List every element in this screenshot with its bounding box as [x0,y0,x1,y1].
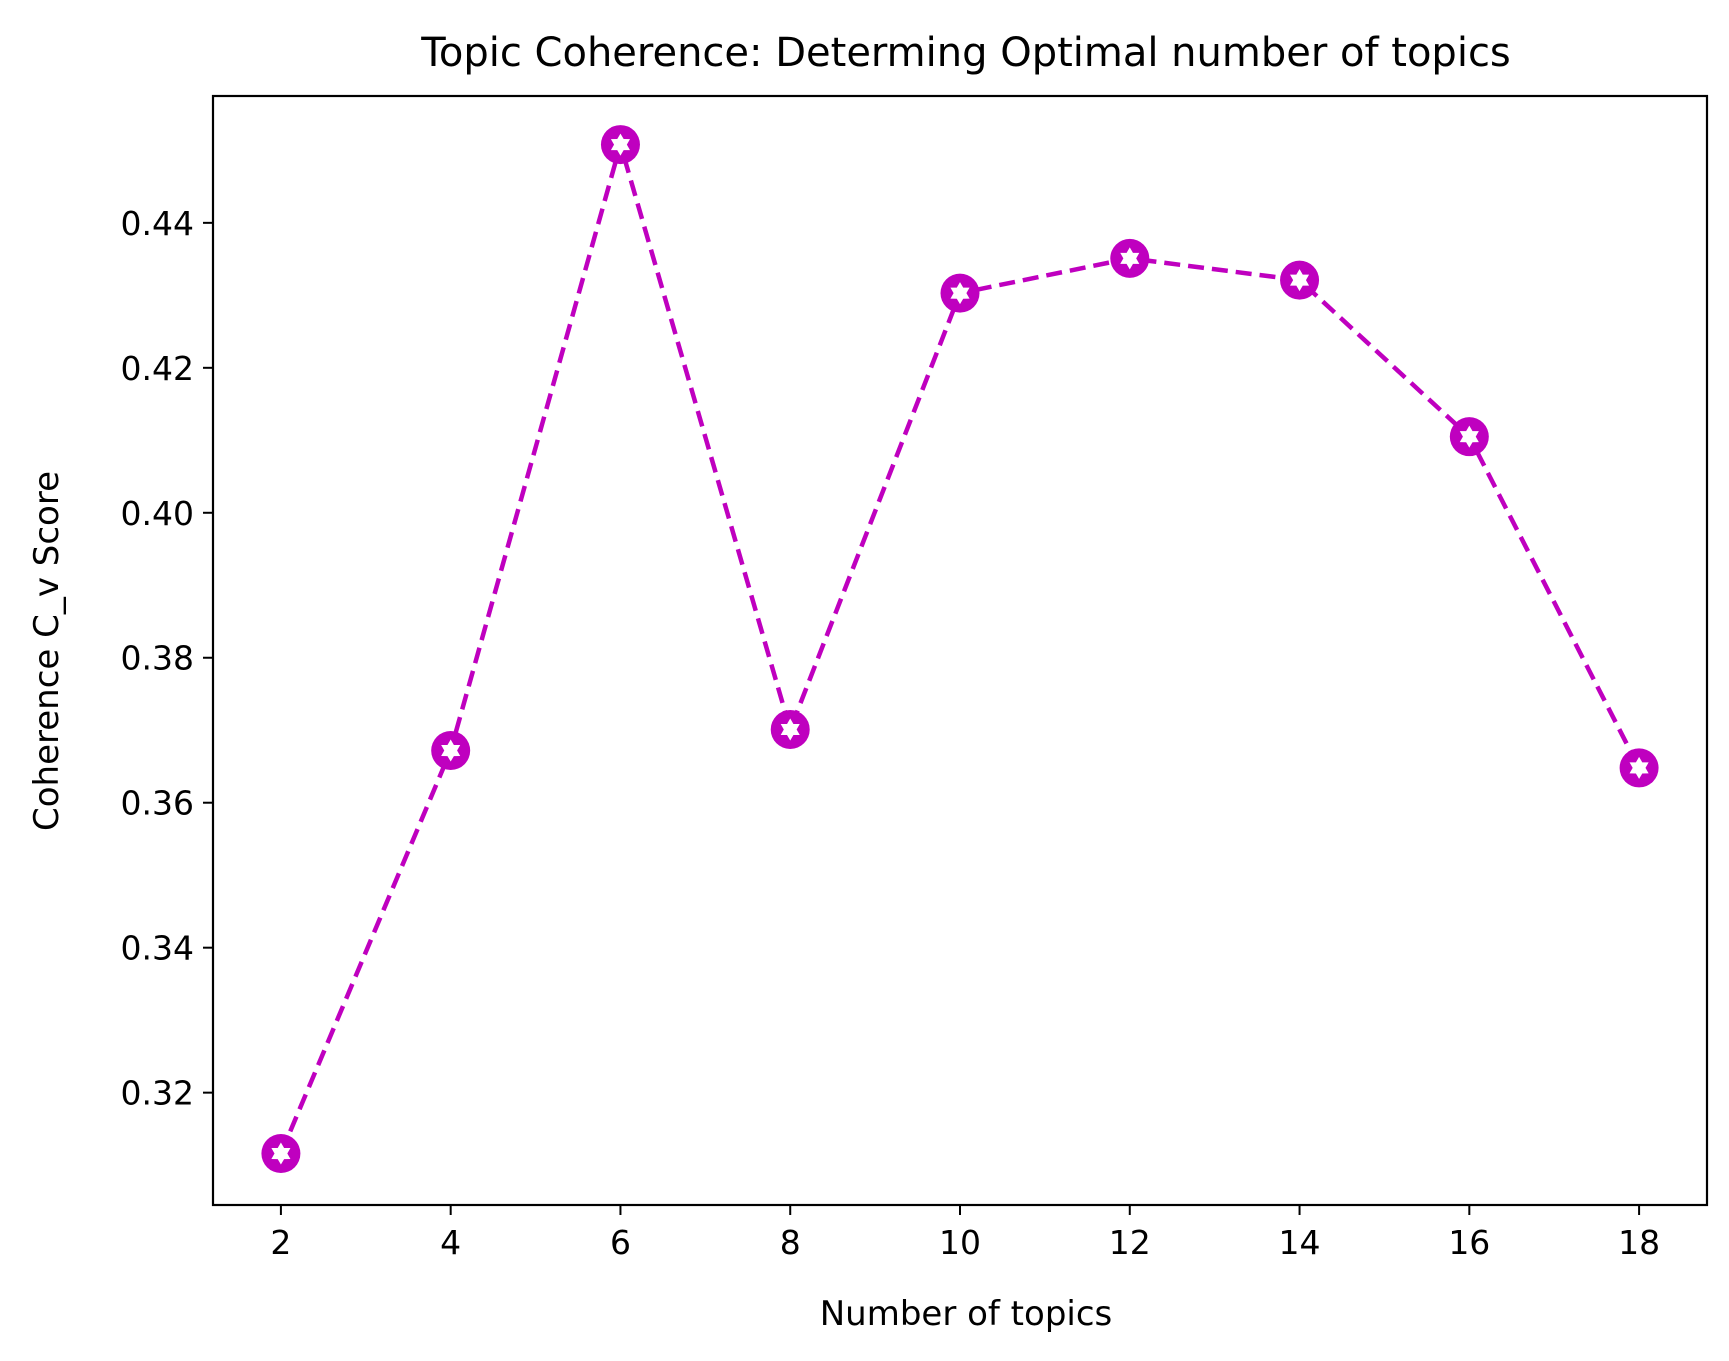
data-point [261,1134,301,1174]
x-axis-label: Number of topics [820,1294,1113,1334]
x-tick-label: 18 [1618,1223,1660,1262]
data-point [431,731,471,771]
plot-frame [211,94,1709,1207]
x-axis: 2 4 6 8 10 12 14 16 18 [270,1205,1660,1262]
y-tick-label: 0.44 [121,204,194,243]
star-icon [1290,269,1310,292]
y-tick-label: 0.32 [121,1074,194,1113]
data-point [770,710,810,750]
data-point [1449,417,1489,457]
x-tick-label: 8 [780,1223,801,1262]
data-point [1110,238,1150,278]
star-icon [441,739,461,762]
star-icon [950,282,970,305]
x-tick-label: 16 [1448,1223,1490,1262]
star-icon [271,1142,291,1165]
x-tick-label: 2 [270,1223,291,1262]
x-tick-label: 12 [1109,1223,1151,1262]
y-tick-label: 0.36 [121,784,194,823]
y-tick-label: 0.34 [121,929,194,968]
star-icon [1629,756,1649,779]
x-tick-label: 14 [1279,1223,1321,1262]
data-point [940,273,980,313]
star-icon [1120,247,1140,270]
star-icon [610,133,630,156]
data-point [600,125,640,165]
x-tick-label: 6 [610,1223,631,1262]
plot-area [261,125,1659,1174]
y-tick-label: 0.38 [121,639,194,678]
y-tick-label: 0.40 [121,494,194,533]
y-axis: 0.32 0.34 0.36 0.38 0.40 0.42 0.44 [121,204,213,1113]
star-icon [780,718,800,741]
data-point [1280,260,1320,300]
x-tick-label: 4 [440,1223,461,1262]
data-point [1619,748,1659,788]
y-axis-label: Coherence C_v Score [27,471,67,831]
x-tick-label: 10 [939,1223,981,1262]
star-icon [1459,425,1479,448]
chart-title: Topic Coherence: Determing Optimal numbe… [420,30,1511,76]
y-tick-label: 0.42 [121,349,194,388]
